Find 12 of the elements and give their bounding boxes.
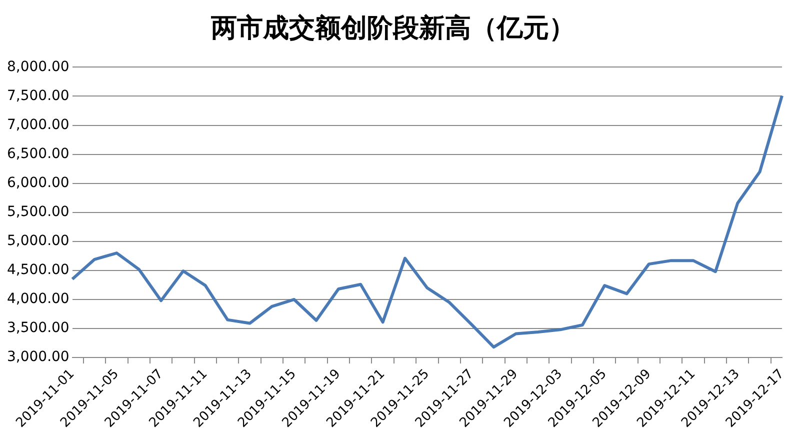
y-tick-label: 3,000.00 — [7, 349, 70, 366]
y-tick-label: 5,500.00 — [7, 204, 70, 220]
y-tick-label: 6,500.00 — [7, 146, 70, 162]
y-tick-label: 7,500.00 — [7, 88, 70, 104]
y-tick-label: 4,500.00 — [7, 262, 70, 278]
y-tick-label: 6,000.00 — [7, 174, 70, 191]
y-tick-label: 5,000.00 — [7, 233, 70, 250]
chart-title: 两市成交额创阶段新高（亿元） — [210, 13, 575, 44]
y-tick-label: 7,000.00 — [7, 116, 70, 133]
y-tick-label: 4,000.00 — [7, 291, 70, 308]
y-tick-label: 8,000.00 — [7, 58, 70, 75]
y-tick-label: 3,500.00 — [7, 320, 70, 336]
